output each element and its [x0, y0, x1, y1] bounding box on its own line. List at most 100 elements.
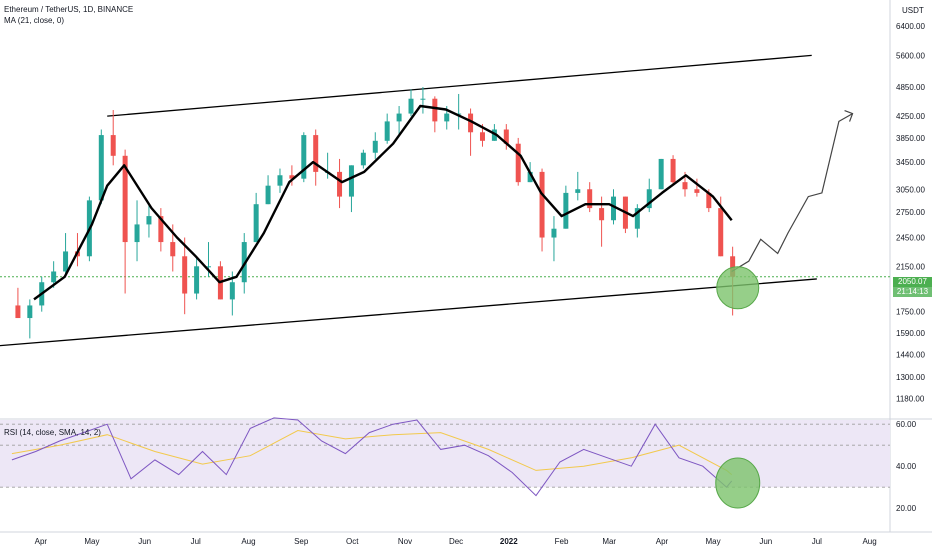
ma-line — [33, 104, 733, 301]
last-price-tag: 2050.07 — [893, 277, 932, 287]
projection-path — [731, 113, 853, 273]
candle-body — [730, 256, 736, 277]
candle-body — [563, 192, 569, 229]
time-tick-label: 2022 — [500, 537, 518, 546]
candle-body — [384, 121, 390, 141]
candle-body — [468, 113, 474, 133]
candle-body — [706, 192, 712, 209]
rsi-highlight-circle — [715, 457, 761, 509]
candle-body — [253, 204, 259, 243]
price-tick-label: 1180.00 — [896, 394, 925, 403]
candle-body — [408, 98, 414, 114]
time-tick-label: Apr — [35, 537, 48, 546]
candle-body — [587, 189, 593, 209]
price-tick-label: 3450.00 — [896, 158, 925, 167]
channel-line — [0, 278, 817, 347]
time-tick-label: Jun — [138, 537, 151, 546]
projection-arrowhead — [844, 110, 854, 122]
time-tick-label: Jul — [812, 537, 822, 546]
time-tick-label: Apr — [656, 537, 669, 546]
price-tick-label: 1440.00 — [896, 351, 925, 360]
candle-body — [551, 228, 557, 238]
candle-body — [420, 98, 426, 100]
candle-body — [289, 175, 295, 179]
candle-body — [301, 135, 307, 179]
countdown-tag: 21:14:13 — [893, 287, 932, 297]
candle-body — [694, 189, 700, 193]
candle-body — [527, 171, 533, 183]
candle-body — [170, 242, 176, 257]
time-tick-label: Feb — [555, 537, 569, 546]
candle-body — [337, 171, 343, 197]
time-tick-label: Aug — [241, 537, 255, 546]
candle-body — [503, 129, 509, 144]
price-tick-label: 4250.00 — [896, 112, 925, 121]
rsi-line — [11, 417, 733, 497]
candle-body — [134, 224, 140, 243]
candle-body — [396, 113, 402, 122]
candle-body — [515, 143, 521, 183]
price-tick-label: 6400.00 — [896, 22, 925, 31]
candle-body — [265, 185, 271, 205]
price-tick-label: 3050.00 — [896, 185, 925, 194]
candle-body — [110, 135, 116, 156]
price-tick-label: 1750.00 — [896, 308, 925, 317]
rsi-tick-label: 40.00 — [896, 462, 917, 471]
candle-body — [360, 152, 366, 166]
candle-body — [27, 305, 33, 319]
time-tick-label: Nov — [398, 537, 412, 546]
candle-body — [682, 182, 688, 190]
rsi-tick-label: 20.00 — [896, 504, 917, 513]
candle-body — [277, 175, 283, 186]
time-tick-label: May — [84, 537, 99, 546]
price-tick-label: 1300.00 — [896, 373, 925, 382]
price-tick-label: 2450.00 — [896, 234, 925, 243]
candle-body — [646, 189, 652, 209]
time-tick-label: Dec — [449, 537, 463, 546]
candle-body — [634, 208, 640, 229]
price-tick-label: 5600.00 — [896, 51, 925, 60]
price-tick-label: 1590.00 — [896, 329, 925, 338]
candle-body — [491, 129, 497, 141]
candle-body — [146, 216, 152, 225]
time-tick-label: Mar — [602, 537, 616, 546]
candle-body — [122, 155, 128, 243]
candle-body — [479, 132, 485, 141]
time-tick-label: May — [705, 537, 720, 546]
candle-body — [611, 196, 617, 221]
candle-body — [444, 113, 450, 122]
price-tick-label: 2150.00 — [896, 262, 925, 271]
candle-body — [599, 208, 605, 221]
candle-body — [670, 158, 676, 183]
rsi-legend[interactable]: RSI (14, close, SMA, 14, 2) — [4, 428, 101, 437]
price-tick-label: 3850.00 — [896, 134, 925, 143]
symbol-legend[interactable]: Ethereum / TetherUS, 1D, BINANCE — [4, 5, 134, 14]
candle-body — [63, 251, 69, 272]
price-tick-label: 2750.00 — [896, 208, 925, 217]
candle-body — [182, 256, 188, 294]
highlight-circle — [716, 266, 760, 310]
candle-body — [206, 266, 212, 268]
time-tick-label: Sep — [294, 537, 309, 546]
candle-body — [539, 171, 545, 238]
candle-body — [372, 140, 378, 153]
candle-body — [718, 208, 724, 257]
channel-line — [107, 54, 812, 117]
candle-body — [432, 98, 438, 122]
candle-body — [456, 113, 462, 115]
candle-body — [158, 216, 164, 243]
rsi-ma-line — [11, 429, 733, 475]
time-tick-label: Jul — [191, 537, 201, 546]
currency-label: USDT — [902, 6, 924, 15]
rsi-tick-label: 60.00 — [896, 420, 917, 429]
candle-body — [98, 135, 104, 201]
candle-body — [658, 158, 664, 190]
time-tick-label: Jun — [759, 537, 772, 546]
candle-body — [194, 266, 200, 294]
candle-body — [229, 282, 235, 300]
ma-legend[interactable]: MA (21, close, 0) — [4, 16, 65, 25]
price-tick-label: 4850.00 — [896, 83, 925, 92]
candle-body — [15, 305, 21, 319]
candle-body — [313, 135, 319, 172]
